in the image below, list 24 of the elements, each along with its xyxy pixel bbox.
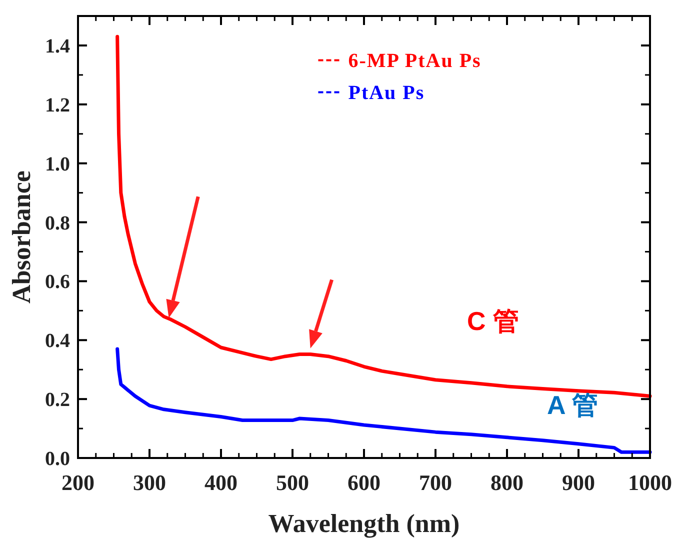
x-tick-label: 900	[562, 470, 595, 495]
legend-label: 6-MP PtAu Ps	[348, 50, 482, 72]
y-tick-label: 0.0	[45, 448, 70, 470]
x-tick-label: 800	[490, 470, 524, 495]
x-tick-label: 700	[419, 470, 452, 495]
x-axis-title: Wavelength (nm)	[268, 509, 460, 538]
x-tick-label: 500	[276, 470, 309, 495]
x-tick-label: 600	[348, 470, 380, 495]
x-tick-label: 400	[204, 470, 238, 495]
legend-label: PtAu Ps	[348, 82, 425, 104]
y-tick-label: 0.2	[45, 389, 70, 412]
y-tick-label: 1.4	[45, 35, 70, 58]
y-tick-label: 0.6	[45, 271, 70, 294]
y-tick-label: 1.0	[45, 153, 70, 176]
annotation: C 管	[466, 306, 519, 336]
y-tick-label: 1.2	[45, 94, 70, 116]
y-tick-label: 0.4	[45, 330, 70, 352]
annotation: A 管	[547, 390, 598, 420]
y-tick-label: 0.8	[45, 212, 70, 234]
x-tick-label: 200	[62, 470, 94, 495]
x-tick-label: 1000	[628, 470, 672, 495]
x-tick-label: 300	[133, 470, 166, 495]
y-axis-title: Absorbance	[7, 170, 36, 304]
line-series	[116, 347, 652, 454]
